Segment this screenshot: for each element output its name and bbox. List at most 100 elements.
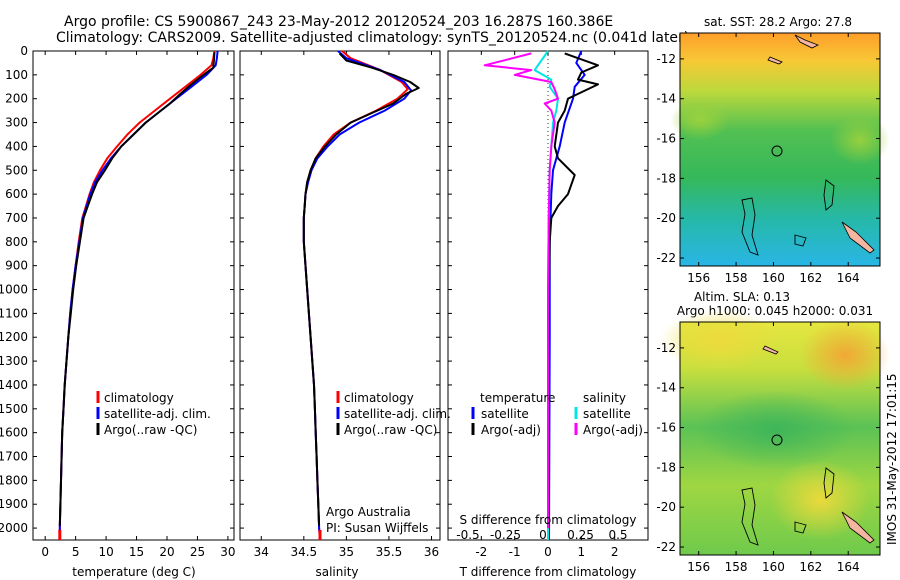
x-tick-label: 0: [544, 545, 552, 559]
lat-tick-label: -14: [656, 92, 676, 106]
depth-tick-label: 1900: [0, 497, 28, 511]
series-line-salinity-argo-adj: [483, 52, 559, 529]
sst-map-cool-patch: [830, 115, 890, 165]
x-tick-label: 1: [578, 545, 586, 559]
legend-label-t-argo: Argo(-adj): [481, 423, 541, 437]
difference-top-scale: -0.5 -0.25 0 0.25 0.5: [456, 528, 627, 542]
s-scale-tick-label: 0.5: [608, 528, 627, 542]
lat-tick-label: -16: [656, 132, 676, 146]
lon-tick-label: 156: [687, 271, 710, 285]
lon-tick-label: 156: [687, 560, 710, 574]
sst-map-argo-marker: [771, 145, 783, 157]
legend-heading-salinity: salinity: [583, 391, 626, 405]
salinity-series: [302, 50, 420, 541]
sla-map-reef-contour-2: [823, 467, 835, 499]
sla-map-reef-contour-1: [741, 487, 759, 546]
sst-map-island-small: [767, 56, 783, 65]
series-line-temperature-argo-adj: [547, 52, 599, 362]
depth-tick-label: 1000: [0, 283, 28, 297]
temperature-panel: 0100200300400500600700800900100011001200…: [0, 44, 236, 579]
lat-tick-label: -20: [656, 500, 676, 514]
lat-tick-label: -18: [656, 171, 676, 185]
series-line-climatology: [58, 50, 216, 540]
legend-label-climatology: climatology: [104, 391, 174, 405]
lat-tick-label: -22: [656, 540, 676, 554]
x-tick-label: -1: [509, 545, 521, 559]
lon-tick-label: 158: [725, 271, 748, 285]
lon-tick-label: 160: [762, 271, 785, 285]
depth-tick-label: 1200: [0, 330, 28, 344]
difference-series: [483, 50, 599, 541]
legend-label-s-argo: Argo(-adj): [583, 423, 643, 437]
depth-tick-label: 700: [5, 211, 28, 225]
x-tick-label: 2: [611, 545, 619, 559]
credits-line-1: Argo Australia: [326, 505, 411, 519]
header-line-1: Argo profile: CS 5900867_243 23-May-2012…: [64, 14, 613, 30]
lon-tick-label: 162: [799, 271, 822, 285]
series-line-argo-raw-qc: [58, 52, 216, 526]
sst-map-reef-contour-2: [823, 179, 835, 211]
lat-tick-label: -18: [656, 460, 676, 474]
x-tick-label: 25: [190, 545, 205, 559]
sla-map-ticks: 156 158 160 162 164 -12 -14 -16 -18 -20 -22: [656, 322, 880, 574]
sla-map-title-1: Altim. SLA: 0.13: [694, 290, 790, 304]
x-tick-label: 20: [159, 545, 174, 559]
lon-tick-label: 158: [725, 560, 748, 574]
sla-map-island-south: [841, 511, 875, 544]
lat-tick-label: -20: [656, 211, 676, 225]
depth-tick-label: 1600: [0, 426, 28, 440]
sst-map-reef-contour-3: [794, 234, 807, 247]
x-tick-label: 35.5: [376, 545, 403, 559]
depth-tick-label: 600: [5, 187, 28, 201]
series-line-argo-raw-qc: [302, 52, 420, 526]
depth-tick-label: 1500: [0, 402, 28, 416]
legend-label-argo: Argo(..raw -QC): [344, 423, 437, 437]
lon-tick-label: 162: [799, 560, 822, 574]
depth-tick-label: 0: [20, 44, 28, 58]
depth-tick-label: 100: [5, 68, 28, 82]
imos-timestamp: IMOS 31-May-2012 17:01:15: [885, 373, 899, 545]
s-scale-tick-label: -0.5: [456, 528, 479, 542]
sst-map-island-north: [794, 34, 819, 49]
salinity-panel: 34 34.5 35 35.5 36 salinity climatology sate…: [239, 50, 451, 579]
depth-tick-label: 300: [5, 116, 28, 130]
depth-tick-label: 1800: [0, 473, 28, 487]
lat-tick-label: -16: [656, 421, 676, 435]
x-tick-label: 30: [220, 545, 235, 559]
x-tick-label: -2: [475, 545, 487, 559]
temperature-legend: climatology satellite-adj. clim. Argo(..…: [96, 391, 211, 437]
difference-panel: -2 -1 0 1 2 -0.5 -0.25 0 0.25 0.5 T difference f…: [447, 50, 649, 579]
sla-map-rise-patch: [770, 460, 870, 540]
lat-tick-label: -22: [656, 251, 676, 265]
sst-map-reef-contour-1: [741, 197, 759, 256]
depth-tick-label: 500: [5, 163, 28, 177]
salinity-x-ticks: 34 34.5 35 35.5 36: [240, 50, 440, 559]
x-tick-label: 15: [129, 545, 144, 559]
sst-map-island-south: [841, 221, 875, 254]
legend-label-s-satellite: satellite: [583, 407, 631, 421]
s-scale-tick-label: 0: [539, 528, 547, 542]
difference-x-label: T difference from climatology: [459, 565, 637, 579]
sla-map-high-patch: [800, 320, 890, 390]
sla-map-island-small: [762, 345, 779, 355]
sla-map-frame: [679, 321, 881, 556]
depth-tick-label: 1700: [0, 450, 28, 464]
temperature-series: [58, 50, 219, 540]
x-tick-label: 5: [72, 545, 80, 559]
temperature-axes-frame: [32, 50, 235, 541]
difference-top-label: S difference from climatology: [460, 513, 637, 527]
sst-map-frame: [679, 32, 881, 267]
x-tick-label: 34: [254, 545, 269, 559]
lon-tick-label: 164: [837, 271, 860, 285]
x-tick-label: 34.5: [290, 545, 317, 559]
sla-map: Altim. SLA: 0.13 Argo h1000: 0.045 h2000…: [656, 290, 890, 574]
x-tick-label: 10: [98, 545, 113, 559]
lat-tick-label: -12: [656, 52, 676, 66]
temperature-x-label: temperature (deg C): [72, 565, 195, 579]
s-scale-tick-label: 0.25: [567, 528, 594, 542]
x-tick-label: 35: [339, 545, 354, 559]
difference-legend: temperature salinity satellite Argo(-adj…: [471, 391, 643, 437]
temperature-y-ticks: 0 100 200 300 400 500 600 700 800 900 1000 1100 1200…: [0, 44, 234, 535]
series-line-satellite-adj-clim: [302, 50, 413, 541]
